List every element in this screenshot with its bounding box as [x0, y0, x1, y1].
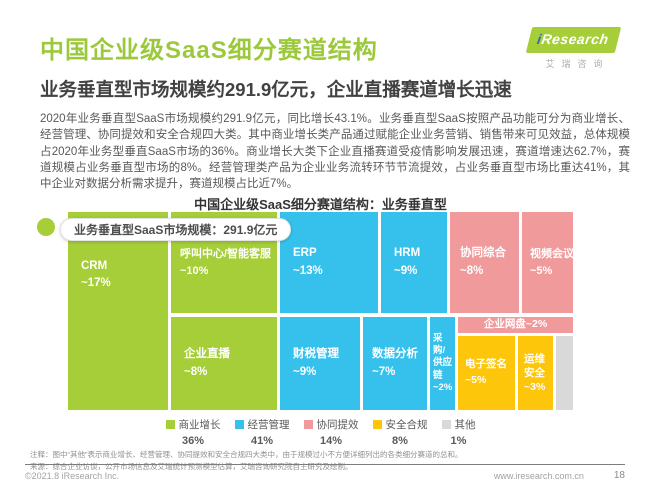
treemap-chart: CRM ~17% 呼叫中心/智能客服 ~10% ERP ~13% HRM ~9%… [68, 212, 574, 410]
segment-crm: CRM ~17% [68, 212, 168, 410]
legend-share: 41% [250, 435, 274, 447]
segment-hrm: HRM ~9% [381, 212, 447, 313]
footnote-definition: 注释：图中“其他”表示商业增长、经营管理、协同提效和安全合规四大类中，由于规模过… [30, 450, 463, 459]
segment-label: 企业直播 [184, 348, 230, 361]
copyright-text: ©2021.8 iResearch Inc. [25, 471, 120, 481]
legend-swatch-green-icon [165, 420, 175, 429]
logo-chinese-name: 艾瑞咨询 [545, 59, 610, 69]
segment-label: 电子签名 [465, 358, 507, 371]
segment-value: ~9% [293, 365, 317, 378]
segment-data-analytics: 数据分析 ~7% [363, 317, 427, 410]
segment-value: ~8% [184, 365, 208, 378]
legend-item-operation-management: 经营管理 41% [234, 417, 290, 447]
segment-label: 财税管理 [293, 348, 339, 361]
legend-item-collaboration: 协同提效 14% [303, 417, 359, 447]
segment-label: 呼叫中心/智能客服 [180, 248, 272, 260]
slide-subtitle: 业务垂直型市场规模约291.9亿元，企业直播赛道增长迅速 [40, 79, 512, 100]
segment-enterprise-netdisk: 企业网盘 ~2% [458, 317, 573, 333]
legend-swatch-pink-icon [303, 420, 313, 429]
legend-swatch-blue-icon [234, 420, 244, 429]
footnote-source: 来源：综合企业访谈，公开市场信息及艾瑞统计预测模型估算，艾瑞咨询研究院自主研究及… [30, 462, 353, 471]
segment-label: 数据分析 [372, 348, 418, 361]
legend-item-other: 其他 1% [441, 417, 476, 447]
website-link[interactable]: www.iresearch.com.cn [493, 470, 584, 481]
segment-value: ~3% [524, 381, 546, 394]
badge-dot-icon [37, 218, 55, 236]
segment-enterprise-live: 企业直播 ~8% [171, 317, 277, 410]
body-paragraph: 2020年业务垂直型SaaS市场规模约291.9亿元，同比增长43.1%。业务垂… [40, 113, 630, 191]
segment-label: 视频会议 [530, 248, 574, 260]
segment-value: ~7% [372, 365, 396, 378]
segment-other-block [556, 336, 573, 410]
segment-ops-security: 运维安全 ~3% [518, 336, 553, 410]
legend-item-security-compliance: 安全合规 8% [372, 417, 428, 447]
segment-value: ~8% [460, 264, 484, 277]
segment-value: ~17% [81, 277, 111, 290]
segment-value: ~9% [394, 264, 418, 277]
segment-value: ~5% [465, 374, 487, 386]
segment-label: HRM [394, 247, 421, 260]
segment-value: ~5% [530, 264, 553, 277]
logo-letter-rest: Research [540, 31, 611, 47]
legend-label: 经营管理 [247, 419, 290, 431]
legend-share: 8% [392, 435, 408, 447]
segment-value: ~2% [525, 318, 548, 331]
segment-label: ERP [293, 247, 317, 260]
legend-label: 商业增长 [178, 419, 221, 431]
iresearch-logo: iResearch 艾瑞咨询 [522, 27, 626, 70]
legend-swatch-yellow-icon [372, 420, 382, 429]
legend-share: 14% [319, 435, 343, 447]
page-number: 18 [613, 470, 625, 481]
market-size-badge: 业务垂直型SaaS市场规模：291.9亿元 [60, 218, 292, 241]
footer-right: www.iresearch.com.cn 18 [494, 470, 625, 481]
segment-label: 协同综合 [460, 247, 506, 260]
legend-share: 1% [450, 435, 467, 447]
legend-swatch-gray-icon [441, 420, 451, 429]
segment-value: ~13% [293, 264, 323, 277]
page-title: 中国企业级SaaS细分赛道结构 [40, 37, 378, 64]
segment-erp: ERP ~13% [280, 212, 378, 313]
legend-label: 其他 [454, 419, 476, 431]
segment-value: ~10% [180, 264, 209, 277]
legend-share: 36% [181, 435, 205, 447]
logo-wordmark: iResearch [536, 31, 610, 47]
segment-label: CRM [81, 260, 108, 272]
segment-video-conference: 视频会议 ~5% [522, 212, 574, 313]
segment-label: 运维安全 [524, 352, 545, 379]
segment-e-signature: 电子签名 ~5% [458, 336, 515, 410]
segment-procurement-supply-chain: 采购/供应链 ~2% [430, 317, 455, 410]
chart-legend: 商业增长 36% 经营管理 41% 协同提效 14% 安全合规 8% [68, 417, 573, 447]
segment-tax-management: 财税管理 ~9% [280, 317, 360, 410]
segment-collab-suite: 协同综合 ~8% [450, 212, 519, 313]
footnotes: 注释：图中“其他”表示商业增长、经营管理、协同提效和安全合规四大类中，由于规模过… [30, 449, 630, 473]
segment-label: 企业网盘 [483, 318, 526, 331]
chart-title: 中国企业级SaaS细分赛道结构：业务垂直型 [194, 197, 447, 212]
legend-label: 协同提效 [316, 419, 359, 431]
legend-item-business-growth: 商业增长 36% [165, 417, 221, 447]
footer-divider [25, 464, 625, 465]
segment-label: 采购/供应链 [433, 332, 453, 381]
segment-value: ~2% [433, 382, 453, 394]
legend-label: 安全合规 [385, 419, 428, 431]
logo-banner: iResearch [526, 27, 622, 53]
